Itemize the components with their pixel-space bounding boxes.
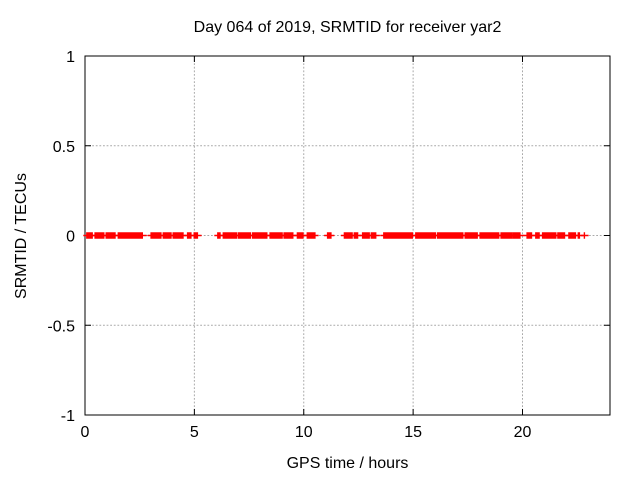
- data-segment: [509, 232, 525, 239]
- tick-marks: [84, 55, 610, 416]
- chart-title: Day 064 of 2019, SRMTID for receiver yar…: [194, 19, 502, 36]
- y-tick-labels: -1 -0.5 0 0.5 1: [47, 49, 75, 425]
- data-segment: [214, 232, 225, 239]
- data-segment: [114, 232, 147, 239]
- data-segment: [280, 232, 297, 239]
- data-segment: [293, 232, 307, 239]
- data-segment: [190, 232, 202, 239]
- data-segment: [412, 232, 440, 239]
- y-tick-label: -0.5: [47, 318, 75, 335]
- y-tick-label: 0: [66, 229, 75, 246]
- data-segment: [532, 232, 544, 239]
- data-segment: [249, 232, 271, 239]
- y-tick-label: 1: [66, 49, 75, 66]
- x-tick-label: 10: [295, 424, 313, 441]
- data-segment: [554, 232, 568, 239]
- data-segment: [324, 232, 335, 239]
- data-segment: [565, 232, 580, 239]
- data-segment: [434, 232, 467, 239]
- data-segment: [461, 232, 482, 239]
- y-axis-label: SRMTID / TECUs: [13, 173, 30, 299]
- data-segment: [580, 232, 589, 239]
- y-tick-label: -1: [61, 408, 75, 425]
- data-segment: [380, 232, 416, 239]
- x-tick-label: 5: [190, 424, 199, 441]
- x-tick-labels: 0 5 10 15 20: [81, 424, 532, 441]
- data-segment: [367, 232, 380, 239]
- data-segment: [102, 232, 119, 239]
- y-tick-label: 0.5: [53, 139, 75, 156]
- data-segment: [83, 232, 96, 239]
- x-tick-label: 20: [514, 424, 532, 441]
- data-series-srmtid: [83, 232, 589, 239]
- data-segment: [523, 232, 536, 239]
- data-segment: [184, 232, 195, 239]
- data-segment: [303, 232, 319, 239]
- x-axis-label: GPS time / hours: [287, 455, 409, 472]
- data-segment: [476, 232, 503, 239]
- x-tick-label: 0: [81, 424, 90, 441]
- x-tick-label: 15: [404, 424, 422, 441]
- data-segment: [169, 232, 187, 239]
- data-segment: [350, 232, 362, 239]
